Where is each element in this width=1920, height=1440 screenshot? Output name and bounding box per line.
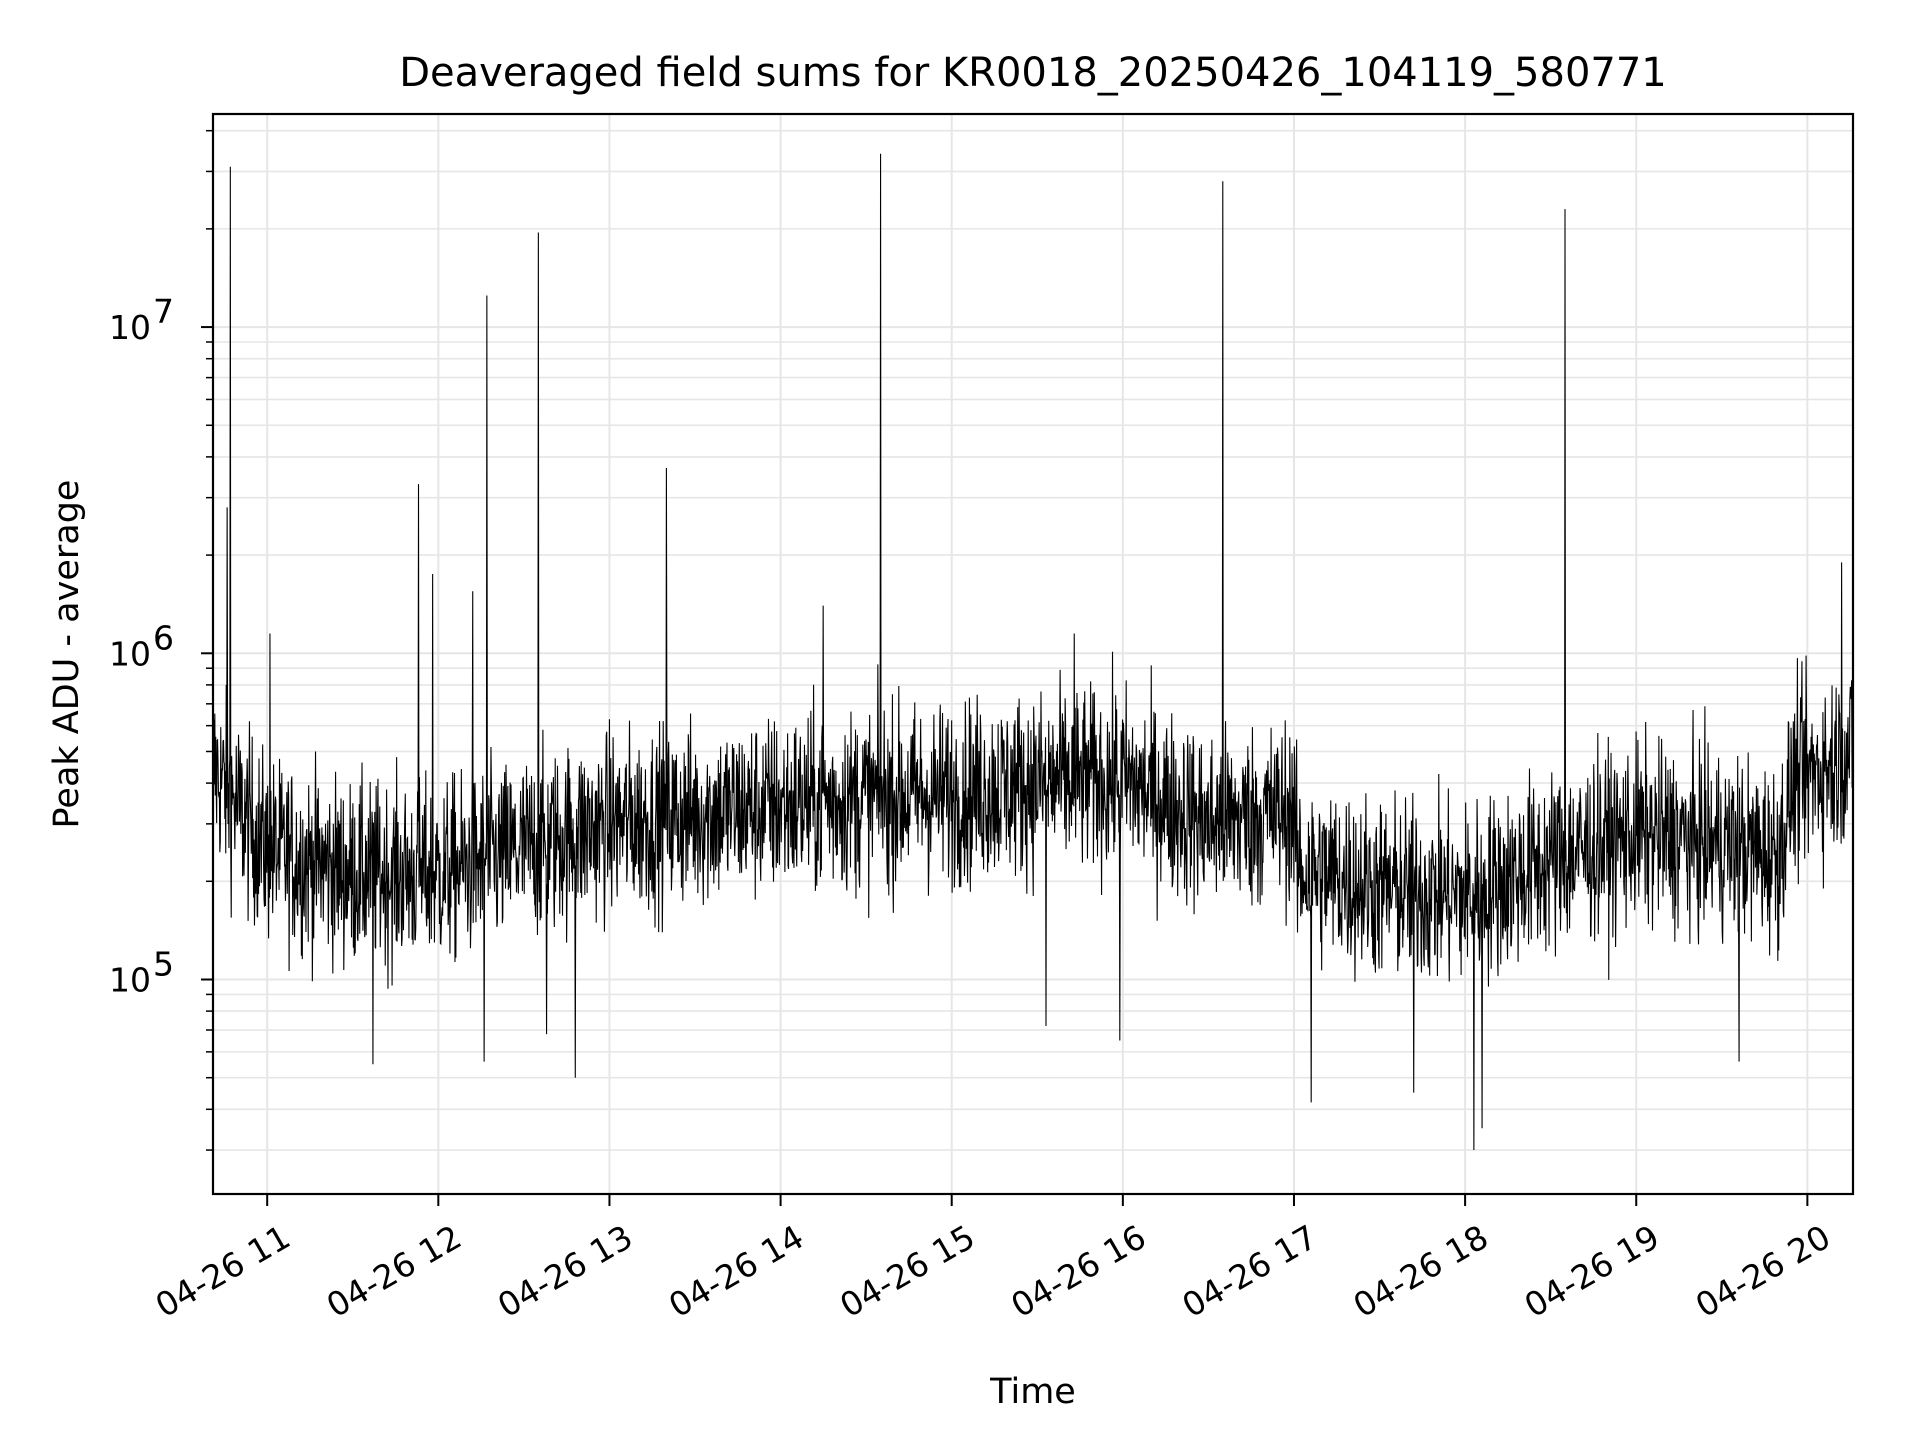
y-tick-label: 10 6 <box>109 618 174 673</box>
y-axis-label: Peak ADU - average <box>47 480 87 829</box>
y-tick-label: 10 5 <box>109 944 174 999</box>
y-tick-exponent: 6 <box>153 618 174 657</box>
x-axis-label: Time <box>989 1372 1076 1412</box>
y-tick-label: 10 7 <box>109 292 174 347</box>
y-tick-exponent: 5 <box>153 944 174 983</box>
y-tick-base: 10 <box>109 308 151 347</box>
y-tick-exponent: 7 <box>153 292 174 331</box>
chart-title: Deaveraged field sums for KR0018_2025042… <box>399 50 1667 96</box>
y-tick-base: 10 <box>109 960 151 999</box>
series-line <box>212 153 1854 1151</box>
series-line-group <box>212 153 1854 1151</box>
y-tick-base: 10 <box>109 634 151 673</box>
